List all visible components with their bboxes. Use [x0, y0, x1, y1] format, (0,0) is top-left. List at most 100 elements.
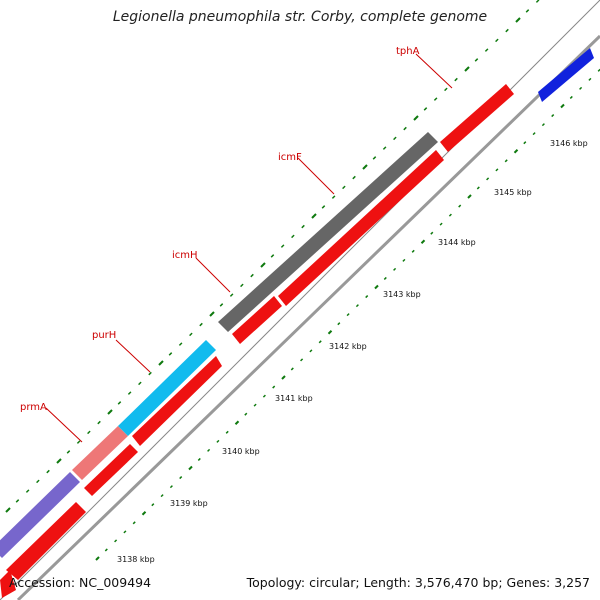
inner-tick — [588, 77, 592, 81]
outer-tick — [240, 283, 244, 288]
inner-tick — [569, 95, 573, 99]
gene-label-prmA: prmA — [20, 402, 47, 413]
tick-label-3138: 3138 kbp — [117, 555, 155, 564]
callout-icmH — [195, 257, 231, 293]
outer-tick — [260, 262, 266, 268]
inner-tick — [541, 123, 545, 127]
inner-tick — [532, 132, 536, 136]
gene-label-icmF: icmF — [278, 152, 302, 163]
map-title: Legionella pneumophila str. Corby, compl… — [112, 9, 488, 25]
outer-tick — [413, 115, 419, 121]
inner-tick — [495, 168, 499, 172]
outer-tick — [158, 360, 164, 366]
inner-tick — [114, 539, 118, 543]
outer-tick — [209, 311, 215, 317]
outer-tick — [403, 126, 407, 131]
outer-tick — [280, 244, 285, 248]
outer-tick — [464, 66, 470, 72]
inner-tick — [309, 349, 313, 353]
outer-tick — [5, 507, 11, 513]
inner-tick — [272, 385, 276, 389]
inner-tick — [290, 367, 294, 371]
gene-blue[interactable] — [538, 48, 594, 102]
inner-tick — [179, 476, 183, 480]
inner-tick — [560, 103, 565, 109]
inner-tick — [197, 457, 201, 461]
inner-tick — [513, 149, 519, 154]
tick-label-3142: 3142 kbp — [329, 342, 367, 351]
callout-prmA — [45, 407, 83, 443]
outer-tick — [46, 469, 50, 474]
inner-tick — [95, 556, 100, 561]
outer-tick — [474, 58, 479, 62]
tick-label-3141: 3141 kbp — [275, 394, 313, 403]
inner-tick — [476, 186, 480, 190]
inner-tick — [281, 375, 286, 380]
gene-purple[interactable] — [0, 472, 80, 558]
outer-tick — [525, 9, 530, 13]
outer-tick — [107, 409, 113, 415]
outer-tick — [250, 273, 254, 278]
outer-tick — [331, 195, 336, 199]
tick-label-3143: 3143 kbp — [383, 290, 421, 299]
outer-tick — [36, 479, 40, 484]
cds-6[interactable] — [440, 84, 514, 152]
inner-tick — [579, 86, 583, 90]
inner-tick — [151, 503, 155, 507]
inner-tick — [300, 358, 304, 362]
cds-2[interactable] — [84, 444, 138, 496]
inner-tick — [551, 114, 555, 118]
outer-tick — [433, 97, 438, 101]
gene-label-purH: purH — [92, 330, 116, 341]
inner-tick — [523, 141, 527, 145]
summary-text: Topology: circular; Length: 3,576,470 bp… — [246, 575, 590, 590]
outer-tick — [291, 234, 295, 239]
outer-tick — [199, 322, 203, 327]
outer-tick — [15, 499, 20, 503]
callout-tphA — [415, 53, 453, 89]
cds-3[interactable] — [132, 356, 222, 446]
outer-tick — [535, 0, 540, 3]
outer-tick — [484, 48, 489, 52]
gene-prmA[interactable] — [72, 426, 128, 480]
inner-tick — [141, 511, 147, 516]
outer-tick — [178, 342, 183, 346]
outer-tick — [270, 254, 275, 258]
outer-tick — [382, 146, 387, 150]
cds-4[interactable] — [232, 296, 282, 344]
gene-label-icmH: icmH — [172, 250, 198, 261]
inner-tick — [253, 403, 257, 407]
cds-1[interactable] — [6, 502, 86, 580]
inner-tick — [318, 340, 322, 344]
cds-5[interactable] — [278, 150, 444, 306]
tick-label-3145: 3145 kbp — [494, 188, 532, 197]
inner-tick — [337, 322, 341, 326]
gene-purH[interactable] — [118, 340, 216, 436]
tick-label-3144: 3144 kbp — [438, 238, 476, 247]
outer-tick — [229, 293, 234, 297]
inner-tick — [262, 394, 266, 398]
inner-tick — [244, 412, 248, 416]
inner-tick — [504, 159, 508, 163]
inner-tick — [448, 213, 452, 217]
gene-icmF[interactable] — [218, 132, 438, 332]
inner-tick — [365, 295, 369, 299]
outer-tick — [454, 77, 458, 82]
inner-tick — [355, 304, 359, 308]
inner-tick-row — [95, 68, 600, 561]
outer-tick — [372, 156, 377, 160]
inner-tick — [393, 267, 397, 271]
inner-tick — [467, 194, 472, 199]
outer-tick — [97, 420, 101, 425]
callout-icmF — [297, 157, 335, 195]
tick-label-3146: 3146 kbp — [550, 139, 588, 148]
inner-tick — [216, 439, 220, 443]
outer-tick — [444, 87, 448, 92]
outer-tick — [66, 450, 71, 454]
inner-tick — [383, 276, 387, 280]
inner-tick — [327, 330, 333, 335]
cds-7[interactable] — [0, 570, 16, 598]
outer-tick — [138, 381, 142, 386]
inner-tick — [234, 420, 240, 425]
